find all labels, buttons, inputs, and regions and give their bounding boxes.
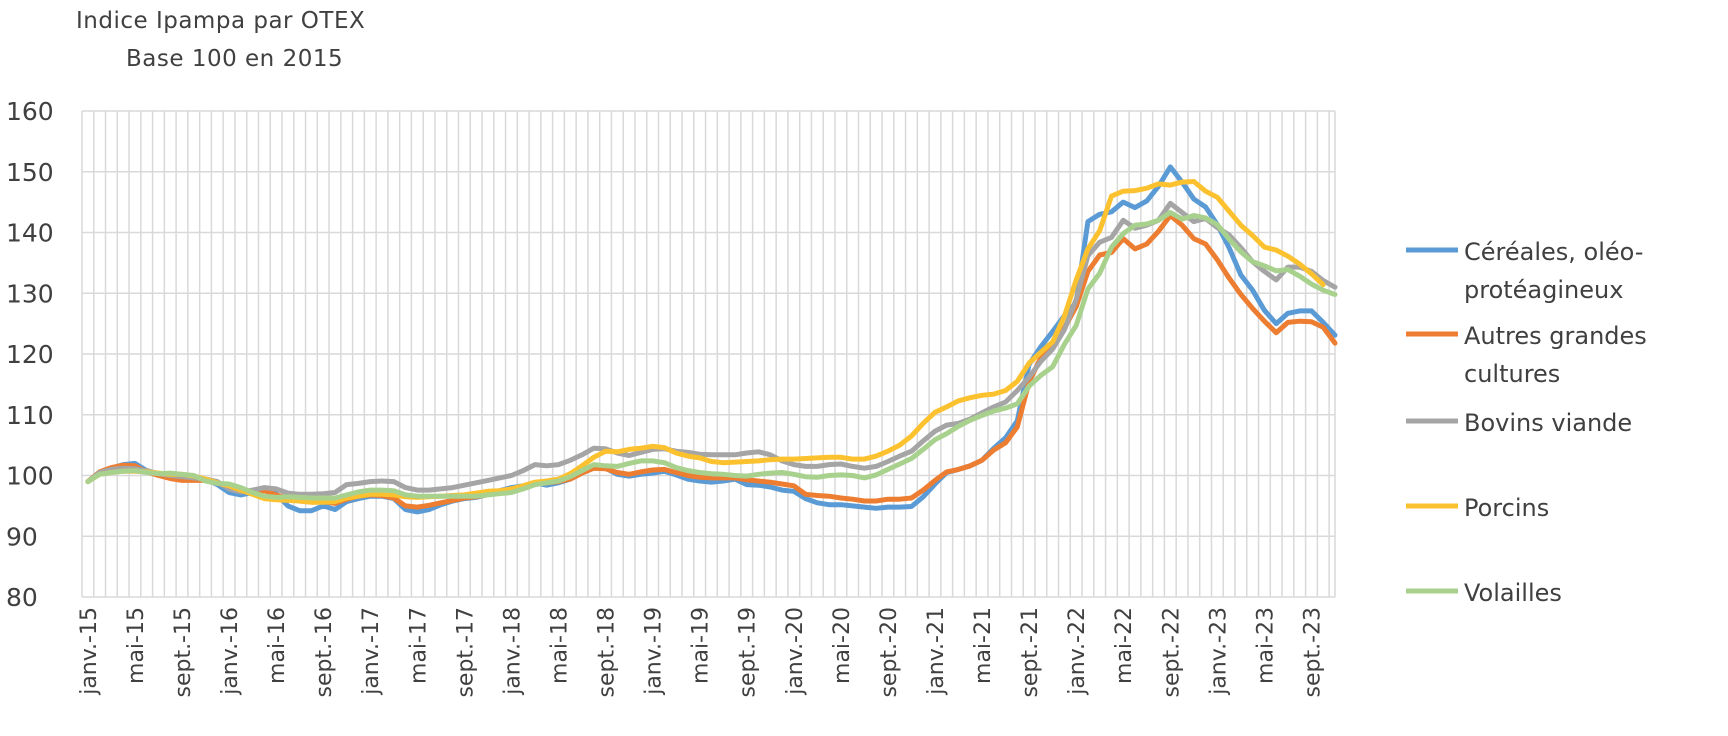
x-tick-label: mai-15 bbox=[124, 607, 149, 684]
x-tick-label: mai-18 bbox=[547, 607, 572, 684]
x-tick-label: janv.-19 bbox=[642, 607, 667, 696]
y-axis-title-line-1: Indice Ipampa par OTEX bbox=[76, 8, 366, 34]
series-line bbox=[85, 179, 1326, 505]
x-tick-label: janv.-15 bbox=[77, 607, 102, 696]
x-tick-label: janv.-18 bbox=[500, 607, 525, 696]
x-tick-label: sept.-20 bbox=[877, 607, 902, 698]
y-tick-label: 130 bbox=[6, 279, 54, 308]
gridlines bbox=[81, 110, 1336, 598]
series-lines bbox=[85, 164, 1338, 515]
x-tick-label: sept.-21 bbox=[1018, 607, 1043, 698]
y-tick-label: 120 bbox=[6, 340, 54, 369]
x-tick-label: sept.-23 bbox=[1300, 607, 1325, 698]
x-tick-label: mai-17 bbox=[406, 607, 431, 684]
y-axis-title-line-2: Base 100 en 2015 bbox=[126, 46, 344, 72]
x-tick-label: sept.-18 bbox=[595, 607, 620, 698]
x-tick-label: janv.-22 bbox=[1065, 607, 1090, 696]
y-tick-label: 150 bbox=[6, 158, 54, 187]
y-tick-label: 90 bbox=[6, 522, 38, 551]
x-tick-label: janv.-17 bbox=[359, 607, 384, 696]
x-tick-label: sept.-16 bbox=[312, 607, 337, 698]
x-tick-label: sept.-17 bbox=[453, 607, 478, 698]
y-tick-label: 80 bbox=[6, 583, 38, 612]
y-tick-label: 140 bbox=[6, 219, 54, 248]
x-tick-label: mai-21 bbox=[971, 607, 996, 684]
legend-label: Autres grandes bbox=[1464, 322, 1647, 350]
legend-label: Bovins viande bbox=[1464, 409, 1632, 437]
x-tick-label: mai-16 bbox=[265, 607, 290, 684]
x-tick-label: sept.-22 bbox=[1159, 607, 1184, 698]
y-axis-ticks: 80 90 100 110 120 130 140 150 160 bbox=[6, 97, 54, 612]
x-axis-ticks: janv.-15 mai-15 sept.-15 janv.-16 mai-16 sept… bbox=[77, 607, 1326, 698]
legend-label: Céréales, oléo- bbox=[1464, 238, 1643, 266]
x-tick-label: mai-19 bbox=[689, 607, 714, 684]
x-tick-label: sept.-19 bbox=[736, 607, 761, 698]
x-tick-label: janv.-23 bbox=[1206, 607, 1231, 696]
series-line bbox=[85, 164, 1338, 515]
x-tick-label: janv.-21 bbox=[924, 607, 949, 696]
y-tick-label: 160 bbox=[6, 97, 54, 126]
x-tick-label: mai-23 bbox=[1253, 607, 1278, 684]
series-line bbox=[85, 210, 1338, 501]
legend-label: Porcins bbox=[1464, 494, 1549, 522]
x-tick-label: janv.-20 bbox=[783, 607, 808, 696]
series-line bbox=[85, 200, 1338, 497]
x-tick-label: sept.-15 bbox=[171, 607, 196, 698]
legend-label: protéagineux bbox=[1464, 276, 1623, 304]
legend-label: Volailles bbox=[1464, 579, 1562, 607]
legend-label: cultures bbox=[1464, 360, 1560, 388]
y-tick-label: 100 bbox=[6, 462, 54, 491]
y-tick-label: 110 bbox=[6, 401, 54, 430]
x-tick-label: janv.-16 bbox=[218, 607, 243, 696]
legend: Céréales, oléo-protéagineux Autres grande… bbox=[1406, 238, 1647, 607]
x-tick-label: mai-22 bbox=[1112, 607, 1137, 684]
x-tick-label: mai-20 bbox=[830, 607, 855, 684]
